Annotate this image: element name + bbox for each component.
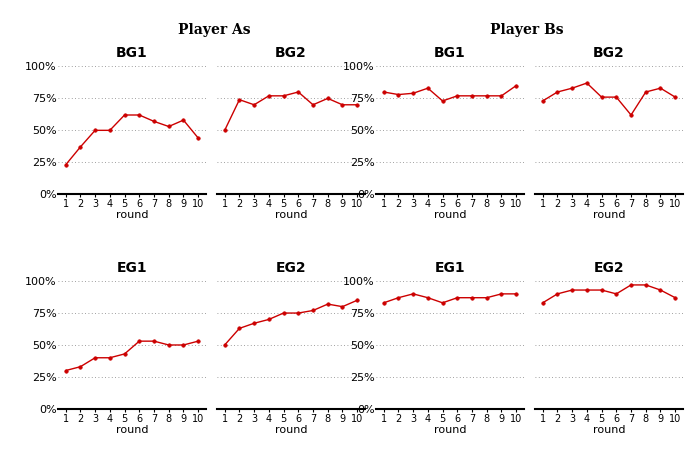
Title: EG2: EG2 (276, 261, 306, 275)
Title: EG1: EG1 (435, 261, 465, 275)
Title: BG1: BG1 (434, 46, 466, 60)
X-axis label: round: round (116, 211, 148, 220)
Text: Player As: Player As (178, 23, 250, 37)
X-axis label: round: round (434, 211, 466, 220)
Text: Player Bs: Player Bs (490, 23, 563, 37)
X-axis label: round: round (593, 425, 625, 435)
Title: EG2: EG2 (593, 261, 624, 275)
X-axis label: round: round (116, 425, 148, 435)
Title: EG1: EG1 (117, 261, 147, 275)
Title: BG2: BG2 (275, 46, 307, 60)
X-axis label: round: round (274, 425, 307, 435)
X-axis label: round: round (434, 425, 466, 435)
X-axis label: round: round (274, 211, 307, 220)
Title: BG1: BG1 (116, 46, 147, 60)
Title: BG2: BG2 (593, 46, 625, 60)
X-axis label: round: round (593, 211, 625, 220)
